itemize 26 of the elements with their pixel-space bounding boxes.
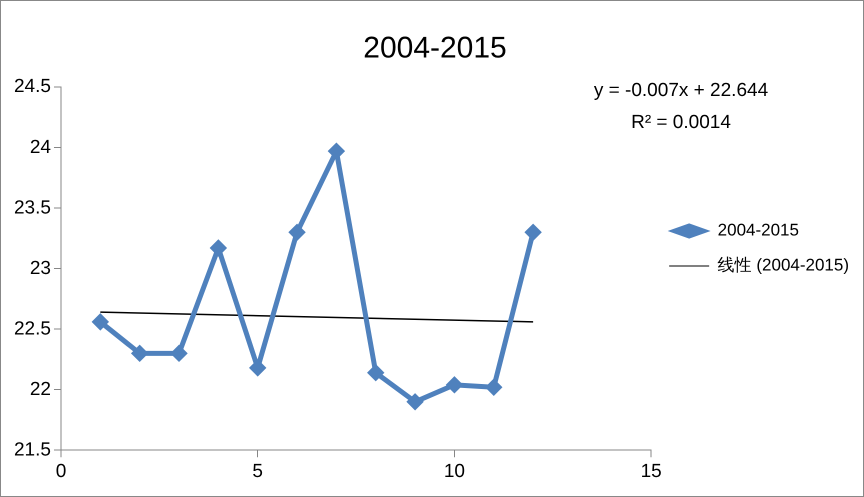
y-tick-label: 21.5 xyxy=(14,439,51,460)
y-tick-label: 24.5 xyxy=(14,76,51,98)
point xyxy=(170,344,188,362)
point xyxy=(367,364,384,382)
x-tick-label: 0 xyxy=(56,460,66,482)
x-tick-label: 5 xyxy=(252,460,263,482)
point xyxy=(92,313,109,330)
point xyxy=(524,224,542,241)
legend-label: 线性 (2004-2015) xyxy=(718,256,849,275)
point xyxy=(485,378,502,396)
y-tick-label: 22.5 xyxy=(14,318,51,340)
chart-title: 2004-2015 xyxy=(363,31,507,64)
point xyxy=(288,224,306,241)
annotation: R² = 0.0014 xyxy=(631,112,732,134)
point xyxy=(406,393,424,410)
point xyxy=(446,376,463,394)
y-tick-label: 23 xyxy=(30,258,51,279)
annotation: y = -0.007x + 22.644 xyxy=(594,80,769,102)
point xyxy=(210,240,227,257)
y-tick-label: 22 xyxy=(30,378,51,400)
x-tick-label: 10 xyxy=(444,460,465,482)
x-tick-label: 15 xyxy=(640,460,662,482)
y-tick-label: 23.5 xyxy=(14,197,51,218)
y-tick-label: 24 xyxy=(30,136,52,158)
point xyxy=(249,359,266,376)
legend-label: 2004-2015 xyxy=(718,220,799,240)
